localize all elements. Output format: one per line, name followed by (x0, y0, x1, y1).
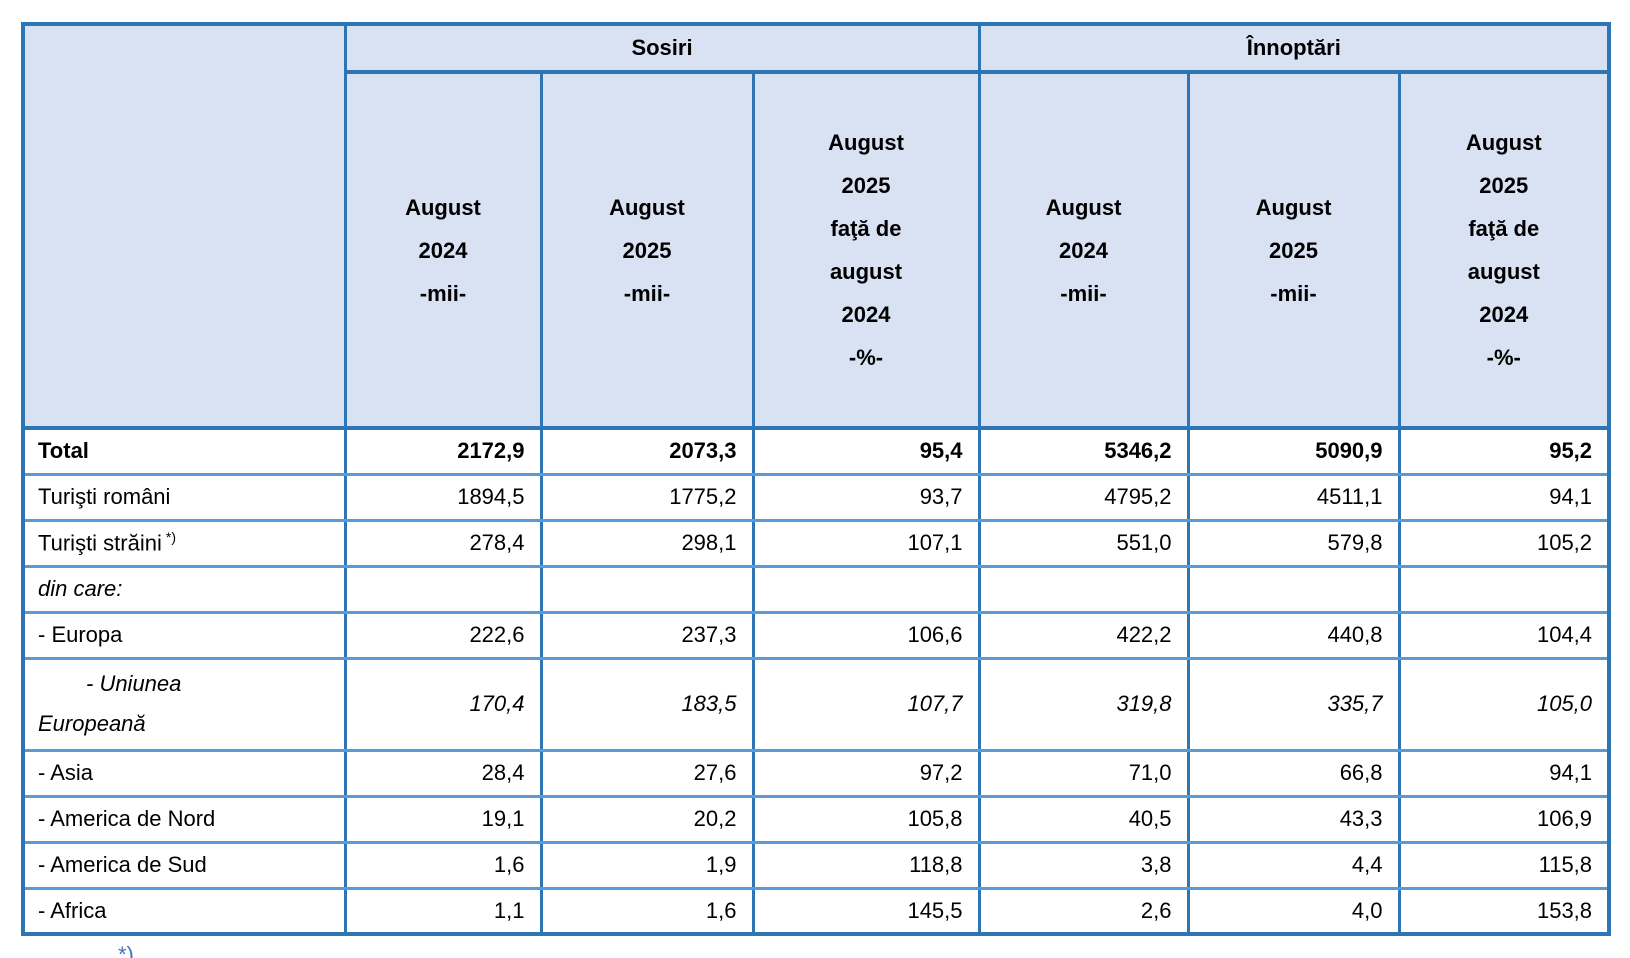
column-header-sosiri-aug-2024: August 2024 -mii- (343, 72, 543, 430)
table-row: - America de Nord 19,1 20,2 105,8 40,5 43,3 10… (21, 794, 1611, 844)
table-header: Sosiri Înnoptări August 2024 -mii- Augus… (21, 24, 1611, 430)
value-cell: 153,8 (1397, 886, 1611, 936)
column-header-innoptari-aug-2025: August 2025 -mii- (1186, 72, 1401, 430)
value-cell: 3,8 (977, 840, 1190, 890)
value-cell: 170,4 (343, 656, 543, 752)
value-cell: 2,6 (977, 886, 1190, 936)
value-cell: 106,9 (1397, 794, 1611, 844)
value-cell (751, 564, 981, 614)
value-cell: 2073,3 (539, 426, 755, 476)
value-cell: 183,5 (539, 656, 755, 752)
table-row: - Asia 28,4 27,6 97,2 71,0 66,8 94,1 (21, 748, 1611, 798)
table-body: Total 2172,9 2073,3 95,4 5346,2 5090,9 95,2 Tur… (21, 426, 1611, 936)
value-cell (343, 564, 543, 614)
value-cell: 145,5 (751, 886, 981, 936)
table-row: - Europa 222,6 237,3 106,6 422,2 440,8 104,4 (21, 610, 1611, 660)
value-cell: 107,1 (751, 518, 981, 568)
value-cell: 440,8 (1186, 610, 1401, 660)
table-row: Total 2172,9 2073,3 95,4 5346,2 5090,9 95,2 (21, 426, 1611, 476)
value-cell: 40,5 (977, 794, 1190, 844)
table-row: Turişti străini *) 278,4 298,1 107,1 551,0 579… (21, 518, 1611, 568)
row-label: - Europa (21, 610, 347, 660)
value-cell: 222,6 (343, 610, 543, 660)
column-header-sosiri-percent: August 2025 faţă de august 2024 -%- (751, 72, 981, 430)
value-cell: 105,8 (751, 794, 981, 844)
value-cell: 20,2 (539, 794, 755, 844)
row-label: Turişti străini *) (21, 518, 347, 568)
group-header-sosiri: Sosiri (343, 24, 981, 74)
value-cell: 97,2 (751, 748, 981, 798)
value-cell (1397, 564, 1611, 614)
value-cell: 95,2 (1397, 426, 1611, 476)
value-cell: 422,2 (977, 610, 1190, 660)
table-row: - America de Sud 1,6 1,9 118,8 3,8 4,4 115,8 (21, 840, 1611, 890)
column-header-innoptari-percent: August 2025 faţă de august 2024 -%- (1397, 72, 1611, 430)
footnote-marker: *) (165, 529, 176, 546)
column-header-row: August 2024 -mii- August 2025 -mii- Augu… (23, 72, 1611, 430)
value-cell (539, 564, 755, 614)
value-cell: 4795,2 (977, 472, 1190, 522)
value-cell: 105,0 (1397, 656, 1611, 752)
group-header-row: Sosiri Înnoptări (21, 24, 1611, 430)
table-row: - Africa 1,1 1,6 145,5 2,6 4,0 153,8 (21, 886, 1611, 936)
value-cell: 107,7 (751, 656, 981, 752)
corner-cell (21, 24, 347, 430)
row-label: - Africa (21, 886, 347, 936)
value-cell: 278,4 (343, 518, 543, 568)
value-cell: 1894,5 (343, 472, 543, 522)
row-label: Turişti români (21, 472, 347, 522)
row-label: - America de Nord (21, 794, 347, 844)
column-header-innoptari-aug-2024: August 2024 -mii- (977, 72, 1190, 430)
row-label: - Uniunea Europeană (21, 656, 347, 752)
value-cell: 5346,2 (977, 426, 1190, 476)
value-cell: 4,4 (1186, 840, 1401, 890)
group-header-innoptari: Înnoptări (977, 24, 1611, 74)
value-cell: 66,8 (1186, 748, 1401, 798)
value-cell: 95,4 (751, 426, 981, 476)
value-cell: 105,2 (1397, 518, 1611, 568)
value-cell: 115,8 (1397, 840, 1611, 890)
value-cell: 4511,1 (1186, 472, 1401, 522)
value-cell (977, 564, 1190, 614)
value-cell: 1,6 (343, 840, 543, 890)
value-cell: 106,6 (751, 610, 981, 660)
value-cell: 579,8 (1186, 518, 1401, 568)
value-cell: 94,1 (1397, 748, 1611, 798)
row-label: din care: (21, 564, 347, 614)
value-cell: 104,4 (1397, 610, 1611, 660)
table-row: - Uniunea Europeană 170,4 183,5 107,7 319,8 33… (21, 656, 1611, 752)
row-label: - Asia (21, 748, 347, 798)
column-header-sosiri-aug-2025: August 2025 -mii- (539, 72, 755, 430)
value-cell: 319,8 (977, 656, 1190, 752)
value-cell: 2172,9 (343, 426, 543, 476)
value-cell: 1775,2 (539, 472, 755, 522)
value-cell: 4,0 (1186, 886, 1401, 936)
value-cell: 5090,9 (1186, 426, 1401, 476)
footnote-fragment: *) (118, 942, 134, 958)
table-row: din care: (21, 564, 1611, 614)
table-row: Turişti români 1894,5 1775,2 93,7 4795,2 4511… (21, 472, 1611, 522)
value-cell: 28,4 (343, 748, 543, 798)
value-cell: 19,1 (343, 794, 543, 844)
value-cell: 71,0 (977, 748, 1190, 798)
value-cell: 237,3 (539, 610, 755, 660)
value-cell: 118,8 (751, 840, 981, 890)
value-cell (1186, 564, 1401, 614)
value-cell: 551,0 (977, 518, 1190, 568)
value-cell: 298,1 (539, 518, 755, 568)
value-cell: 1,6 (539, 886, 755, 936)
value-cell: 94,1 (1397, 472, 1611, 522)
value-cell: 43,3 (1186, 794, 1401, 844)
value-cell: 27,6 (539, 748, 755, 798)
value-cell: 93,7 (751, 472, 981, 522)
tourism-table: Sosiri Înnoptări August 2024 -mii- Augus… (21, 22, 1612, 936)
row-label: - America de Sud (21, 840, 347, 890)
value-cell: 1,9 (539, 840, 755, 890)
value-cell: 1,1 (343, 886, 543, 936)
row-label: Total (21, 426, 347, 476)
value-cell: 335,7 (1186, 656, 1401, 752)
